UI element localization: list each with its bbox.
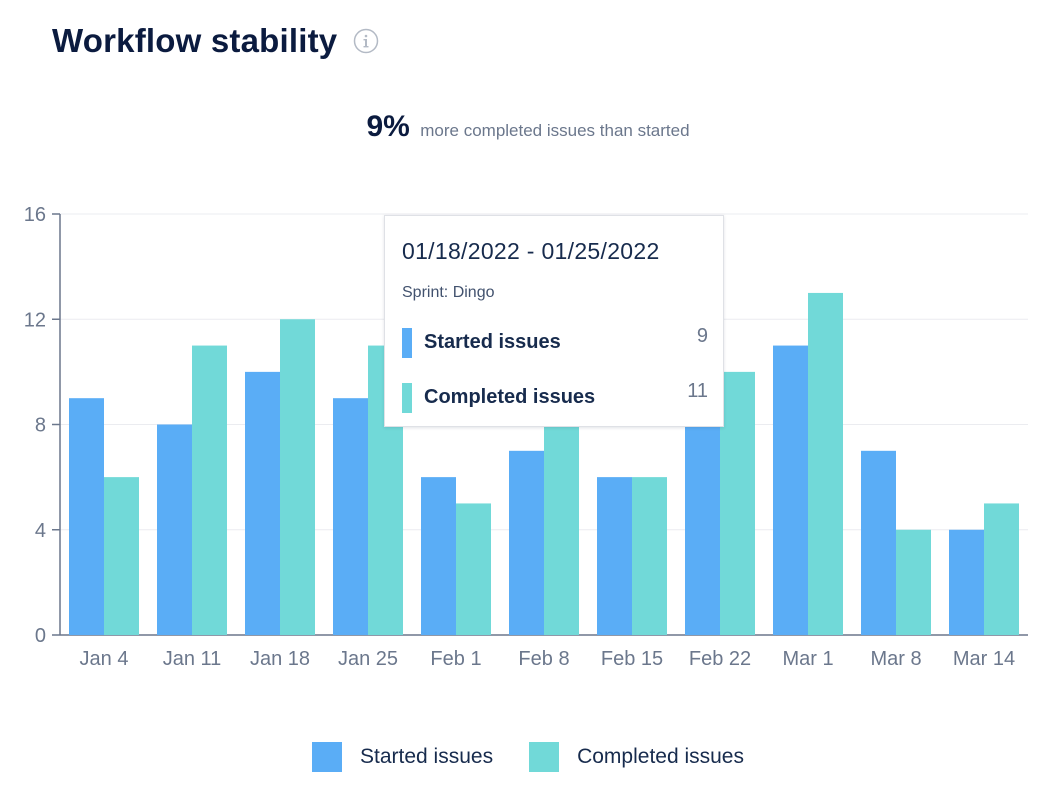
x-tick-label: Jan 11 [163,648,222,670]
y-tick-label: 8 [35,415,46,437]
bar-started [333,398,368,635]
bar-completed [720,371,755,635]
summary-text: more completed issues than started [420,121,690,140]
summary: 9% more completed issues than started [0,110,1056,144]
bar-completed [280,319,315,635]
tooltip-date-range: 01/18/2022 - 01/25/2022 [402,238,660,264]
bar-completed [984,503,1019,635]
bar-completed [896,529,931,635]
chart-tooltip: 01/18/2022 - 01/25/2022 Sprint: Dingo St… [384,215,724,427]
tooltip-row-started: Started issues 9 [402,325,708,358]
legend-completed-swatch [529,742,560,772]
x-tick-label: Mar 8 [870,648,921,670]
x-tick-label: Feb 15 [601,648,663,670]
legend-completed-label: Completed issues [577,745,744,768]
chart-header: Workflow stability [52,22,379,60]
bar-started [157,424,192,635]
bar-started [245,371,280,635]
x-tick-label: Jan 25 [338,648,398,670]
legend-started-label: Started issues [360,745,494,768]
y-tick-label: 4 [35,520,46,542]
bar-chart: 0 4 8 12 16 Jan 4 Jan 11 Jan 18 Jan 25 Feb 1 Feb 8… [24,204,1028,670]
bar-started [509,450,544,635]
tooltip-row-completed: Completed issues 11 [402,380,708,413]
tooltip-started-value: 9 [696,325,708,347]
chart-legend: Started issues Completed issues [0,742,1056,772]
info-circle-icon[interactable] [353,28,379,54]
bar-started [421,477,456,635]
bar-started [685,424,720,635]
tooltip-started-swatch [402,328,412,358]
legend-item-completed[interactable]: Completed issues [529,742,744,772]
legend-started-swatch [312,742,342,772]
x-tick-label: Feb 8 [518,648,569,670]
bar-completed [544,424,579,635]
chart-title: Workflow stability [52,22,338,59]
bar-completed [632,477,667,635]
x-tick-label: Jan 18 [250,648,310,670]
x-tick-label: Feb 22 [689,648,751,670]
x-tick-label: Mar 1 [782,648,833,670]
bar-completed [104,477,139,635]
y-tick-label: 0 [35,625,46,647]
bar-started [949,529,984,635]
bar-started [69,398,104,635]
legend-item-started[interactable]: Started issues [312,742,493,772]
bar-completed [456,503,491,635]
tooltip-sprint: Sprint: Dingo [402,284,495,301]
tooltip-completed-value: 11 [687,380,708,402]
x-tick-label: Feb 1 [430,648,481,670]
summary-value: 9% [366,110,410,143]
x-tick-label: Jan 4 [80,648,129,670]
tooltip-completed-label: Completed issues [424,386,596,408]
tooltip-started-label: Started issues [424,331,561,353]
x-tick-label: Mar 14 [953,648,1015,670]
bar-completed [808,292,843,635]
bar-started [773,345,808,635]
y-tick-label: 16 [24,204,46,226]
tooltip-completed-swatch [402,383,412,413]
bar-started [597,477,632,635]
bar-completed [192,345,227,635]
bar-started [861,450,896,635]
y-tick-label: 12 [24,309,46,331]
